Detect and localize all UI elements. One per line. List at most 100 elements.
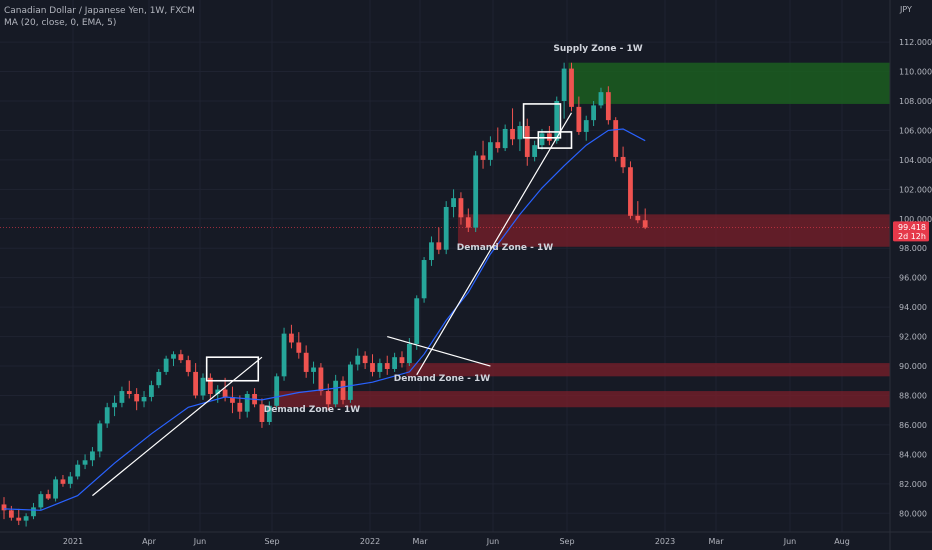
candle[interactable] [230,386,235,414]
candle[interactable] [569,62,574,112]
candle[interactable] [333,374,339,408]
candle[interactable] [31,502,36,520]
time-axis[interactable]: 2021 Apr Jun Sep 2022 Mar Jun Sep 2023 Mar Jun Aug [0,531,932,546]
candle[interactable] [97,420,103,458]
candle[interactable] [613,117,619,162]
candle[interactable] [532,140,538,162]
candle-body [377,363,383,372]
candle[interactable] [171,351,176,367]
candle[interactable] [414,295,420,350]
candle[interactable] [45,489,51,501]
candle[interactable] [163,355,169,375]
candle[interactable] [635,201,641,224]
candle[interactable] [281,327,287,381]
price-tick-label: 82.000 [899,480,927,489]
candle[interactable] [75,460,81,480]
candle[interactable] [104,402,110,428]
candle[interactable] [517,121,523,152]
candle[interactable] [340,376,346,405]
candle[interactable] [119,386,125,408]
candle[interactable] [362,351,368,369]
candle[interactable] [60,474,66,487]
candle-body [429,242,434,261]
candle[interactable] [141,391,147,408]
candle[interactable] [311,361,316,384]
candle[interactable] [583,115,589,141]
rectangle-annotation[interactable] [522,103,562,139]
candle[interactable] [200,373,206,400]
candle[interactable] [178,349,184,364]
candle[interactable] [510,108,515,146]
symbol-title[interactable]: Canadian Dollar / Japanese Yen, 1W, FXCM [4,6,195,16]
candle[interactable] [524,118,530,166]
candle[interactable] [421,257,427,303]
candle[interactable] [561,62,567,119]
candle[interactable] [325,383,331,411]
candle[interactable] [488,136,493,166]
candle-body [244,394,250,412]
candle[interactable] [67,472,73,489]
candle[interactable] [156,368,162,389]
candle[interactable] [384,355,390,375]
candle-body [104,407,110,424]
candle[interactable] [620,146,626,174]
candle-body [171,354,176,359]
candle[interactable] [370,354,375,377]
candle[interactable] [259,398,265,428]
price-tick-label: 108.000 [899,97,932,106]
trendline[interactable] [416,112,573,376]
candle[interactable] [274,373,280,409]
price-axis[interactable]: 80.000 82.000 84.000 86.000 88.000 90.000 92.0… [889,0,932,550]
last-price-value: 99.418 [898,223,926,232]
candle[interactable] [399,351,405,368]
candle[interactable] [465,208,471,233]
candle[interactable] [23,513,29,527]
candles[interactable] [1,62,648,527]
candle[interactable] [480,140,486,169]
candle[interactable] [628,161,633,219]
candle[interactable] [82,454,88,470]
candle[interactable] [193,363,199,399]
candle[interactable] [451,189,456,218]
candle[interactable] [576,96,582,135]
candle[interactable] [38,491,44,511]
candle[interactable] [90,447,95,467]
candle[interactable] [443,201,449,255]
candle[interactable] [185,355,191,377]
candle[interactable] [377,358,383,378]
candle[interactable] [392,352,398,372]
candle[interactable] [53,476,58,502]
candle[interactable] [458,192,464,225]
drawings[interactable] [92,103,573,497]
candle[interactable] [296,332,302,359]
candle[interactable] [355,348,361,371]
rectangle-annotation[interactable] [205,356,260,382]
candle[interactable] [347,361,353,403]
candle[interactable] [303,345,309,378]
rectangle-annotation[interactable] [537,131,573,149]
candle[interactable] [591,100,596,127]
candle[interactable] [605,86,611,125]
candle[interactable] [473,151,479,233]
candle[interactable] [134,388,140,411]
trendline[interactable] [387,336,491,367]
candle[interactable] [8,505,14,521]
candle[interactable] [16,508,22,526]
candle[interactable] [237,395,243,420]
candle[interactable] [112,395,117,417]
candle[interactable] [244,391,250,418]
candle[interactable] [1,497,7,520]
candle[interactable] [126,380,132,399]
candle[interactable] [642,208,648,230]
candle[interactable] [266,401,272,425]
indicator-label[interactable]: MA (20, close, 0, EMA, 5) [4,18,117,28]
candle[interactable] [502,124,508,152]
candle[interactable] [289,324,294,349]
candle[interactable] [495,127,501,153]
candle[interactable] [429,236,434,266]
candle[interactable] [207,373,213,400]
candle[interactable] [436,227,442,255]
candle[interactable] [598,87,604,109]
candle[interactable] [149,380,154,402]
